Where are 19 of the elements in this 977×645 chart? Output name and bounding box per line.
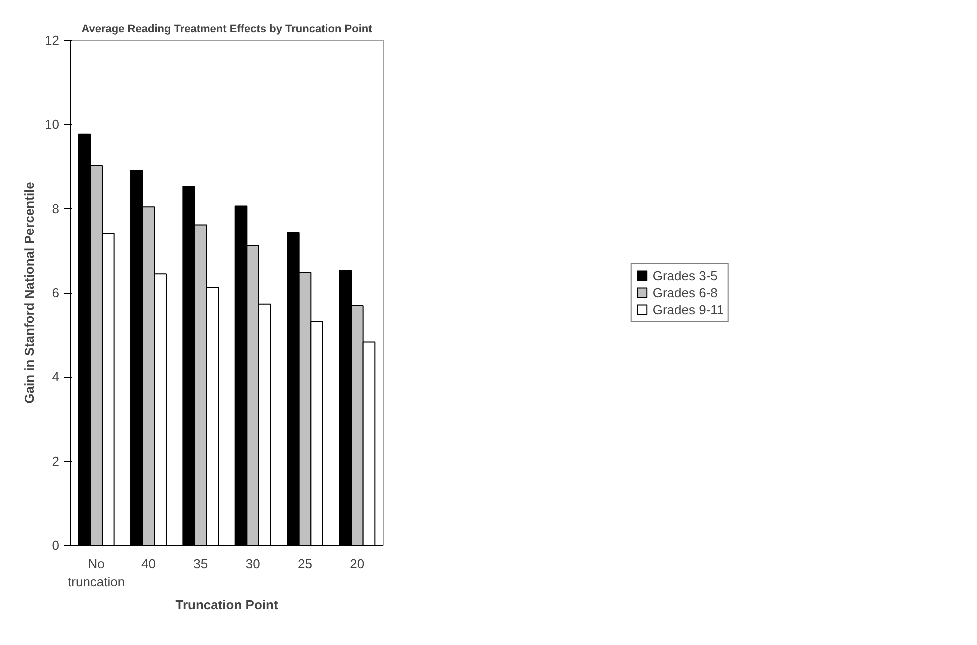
- y-axis-title: Gain in Stanford National Percentile: [22, 182, 38, 404]
- x-tick-label: 40: [142, 556, 156, 572]
- y-tick-label: 8: [52, 201, 60, 216]
- legend-label: Grades 9-11: [652, 302, 724, 317]
- y-tick-label: 4: [52, 370, 60, 385]
- legend-label: Grades 3-5: [652, 268, 718, 283]
- x-tick-label: No truncation: [68, 556, 126, 590]
- x-tick-label: 35: [194, 556, 208, 572]
- y-tick-label: 12: [45, 33, 60, 48]
- x-tick-label: 20: [350, 556, 365, 572]
- y-tick-label: 2: [52, 454, 60, 469]
- x-tick-label: 30: [246, 556, 260, 572]
- x-axis-title: Truncation Point: [176, 598, 279, 612]
- y-tick-label: 10: [45, 117, 60, 132]
- legend-label: Grades 6-8: [652, 285, 718, 300]
- chart-title: Average Reading Treatment Effects by Truncation Point: [82, 24, 373, 36]
- x-tick-label: 25: [298, 556, 312, 572]
- y-tick-label: 0: [52, 538, 60, 553]
- y-tick-label: 6: [52, 286, 60, 300]
